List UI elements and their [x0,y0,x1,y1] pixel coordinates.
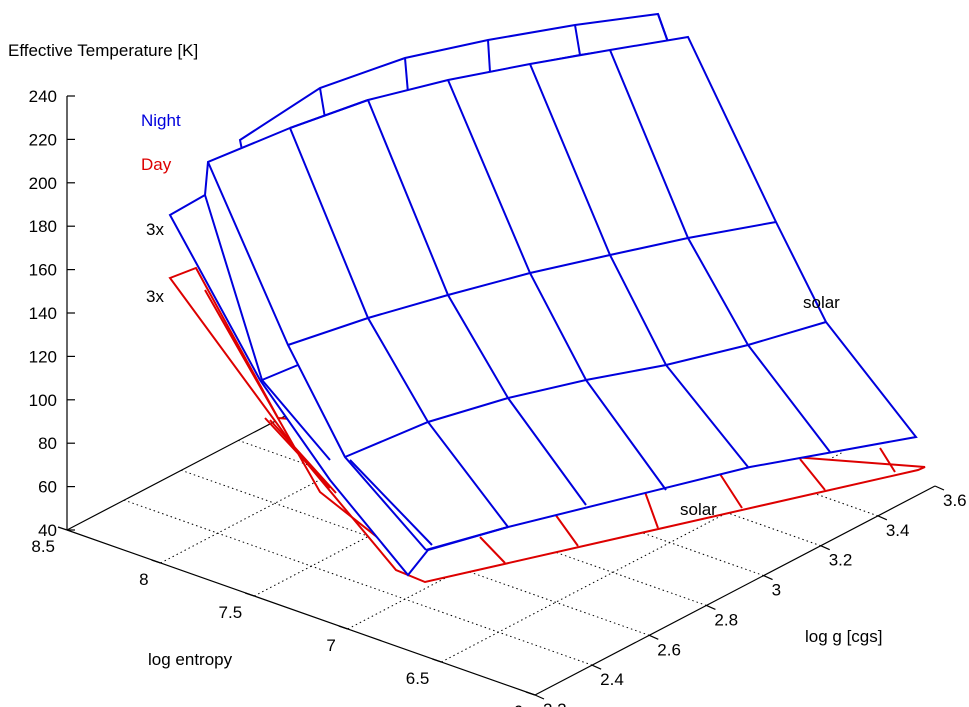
z-tick-label: 200 [29,174,57,193]
y-tick-label: 3.4 [886,521,910,540]
x-tick-mark [58,527,67,530]
z-tick-label: 140 [29,304,57,323]
y-tick-mark [592,665,601,669]
y-tick-mark [535,695,544,699]
x-tick-label: 6.5 [406,669,430,688]
x-tick-label: 7 [326,636,335,655]
y-tick-label: 2.8 [714,610,738,629]
y-tick-label: 3.2 [829,551,853,570]
y-tick-mark [649,635,658,639]
z-axis-title: Effective Temperature [K] [8,41,198,60]
y-tick-mark [706,605,715,609]
annotation-solar-night: solar [803,293,840,312]
annotation-3x-day: 3x [146,287,164,306]
x-tick-label: 8 [139,570,148,589]
z-tick-label: 60 [38,478,57,497]
legend-day: Day [141,155,172,174]
x-tick-mark [526,692,535,695]
y-tick-label: 2.2 [543,700,567,707]
x-tick-label: 8.5 [31,537,55,556]
x-tick-label: 7.5 [219,603,243,622]
z-tick-label: 240 [29,87,57,106]
x-tick-mark [432,659,441,662]
x-tick-mark [339,626,348,629]
y-tick-mark [935,486,944,490]
z-tick-label: 180 [29,217,57,236]
z-tick-label: 80 [38,434,57,453]
z-tick-label: 100 [29,391,57,410]
y-tick-mark [821,546,830,550]
annotation-solar-day: solar [680,500,717,519]
y-tick-label: 3 [772,581,781,600]
y-tick-label: 2.4 [600,670,624,689]
x-axis-title: log entropy [148,650,233,669]
x-tick-mark [245,593,254,596]
x-tick-mark [152,560,161,563]
y-tick-mark [878,516,887,520]
x-tick-label: 6 [514,702,523,707]
legend-night: Night [141,111,181,130]
y-tick-mark [764,576,773,580]
z-tick-label: 120 [29,347,57,366]
annotation-3x-night: 3x [146,220,164,239]
z-tick-label: 220 [29,130,57,149]
y-tick-label: 3.6 [943,491,967,510]
z-tick-label: 160 [29,261,57,280]
y-tick-label: 2.6 [657,640,681,659]
y-axis-title: log g [cgs] [805,627,883,646]
